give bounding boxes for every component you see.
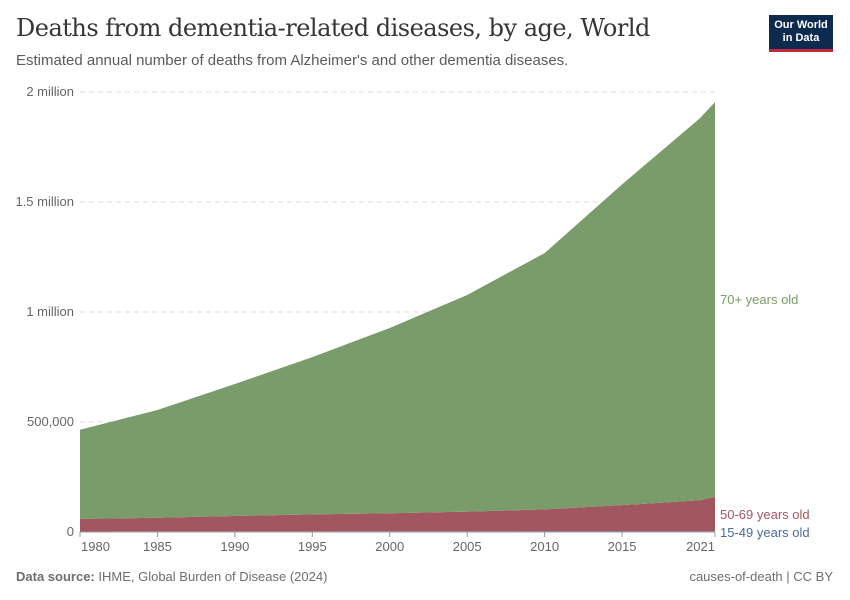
logo-text: Our World in Data (774, 19, 828, 44)
series-label: 50-69 years old (720, 507, 810, 522)
y-tick-label: 2 million (26, 84, 74, 99)
x-tick-label: 2015 (608, 539, 637, 554)
y-tick-label: 500,000 (27, 414, 74, 429)
x-tick-label: 1985 (143, 539, 172, 554)
x-tick-label: 2010 (530, 539, 559, 554)
owid-logo[interactable]: Our World in Data (769, 15, 833, 52)
x-tick-label: 2000 (375, 539, 404, 554)
y-tick-label: 1.5 million (15, 194, 74, 209)
x-tick-label: 1990 (220, 539, 249, 554)
area-series-2 (80, 102, 715, 519)
page-title: Deaths from dementia-related diseases, b… (16, 14, 650, 42)
area-series-1 (80, 496, 715, 532)
y-tick-label: 0 (67, 524, 74, 539)
source-label: Data source: (16, 569, 95, 584)
subtitle: Estimated annual number of deaths from A… (16, 52, 569, 69)
source-text[interactable]: IHME, Global Burden of Disease (2024) (98, 569, 328, 584)
x-tick-label: 1980 (81, 539, 110, 554)
footer-license[interactable]: causes-of-death | CC BY (689, 569, 833, 584)
y-tick-label: 1 million (26, 304, 74, 319)
series-label: 15-49 years old (720, 525, 810, 540)
x-tick-label: 2021 (686, 539, 715, 554)
x-tick-label: 1995 (298, 539, 327, 554)
data-source: Data source: IHME, Global Burden of Dise… (16, 569, 327, 584)
series-label: 70+ years old (720, 292, 798, 307)
x-tick-label: 2005 (453, 539, 482, 554)
